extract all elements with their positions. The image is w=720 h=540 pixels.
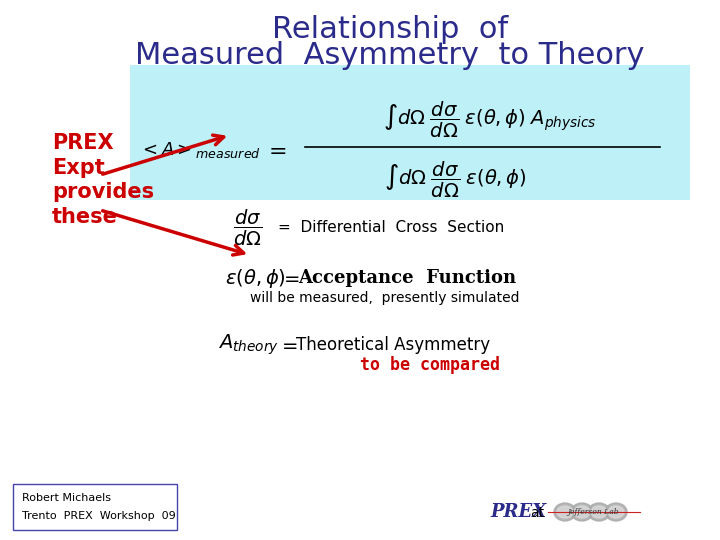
- Text: Acceptance  Function: Acceptance Function: [298, 269, 516, 287]
- Text: at: at: [530, 506, 544, 520]
- Text: $=$: $=$: [278, 336, 298, 354]
- Text: will be measured,  presently simulated: will be measured, presently simulated: [251, 291, 520, 305]
- Ellipse shape: [608, 506, 624, 518]
- Text: Jefferson Lab: Jefferson Lab: [567, 508, 618, 516]
- Ellipse shape: [557, 506, 573, 518]
- Ellipse shape: [588, 503, 610, 521]
- Ellipse shape: [574, 506, 590, 518]
- Text: $=$: $=$: [280, 269, 300, 287]
- Text: Robert Michaels: Robert Michaels: [22, 493, 111, 503]
- Text: PREX
Expt
provides
these: PREX Expt provides these: [52, 133, 154, 227]
- Text: $A_{theory}$: $A_{theory}$: [217, 333, 279, 357]
- Text: $=$: $=$: [264, 139, 287, 161]
- Ellipse shape: [554, 503, 576, 521]
- Ellipse shape: [605, 503, 627, 521]
- Text: =  Differential  Cross  Section: = Differential Cross Section: [278, 220, 504, 235]
- FancyBboxPatch shape: [13, 484, 177, 530]
- Text: $\varepsilon(\theta,\phi)$: $\varepsilon(\theta,\phi)$: [225, 267, 285, 289]
- Text: PREX: PREX: [490, 503, 546, 521]
- Text: Trento  PREX  Workshop  09: Trento PREX Workshop 09: [22, 511, 176, 521]
- Text: $\dfrac{d\sigma}{d\Omega}$: $\dfrac{d\sigma}{d\Omega}$: [233, 208, 263, 248]
- Text: $\int d\Omega\;\dfrac{d\sigma}{d\Omega}\;\varepsilon(\theta,\phi)\;A_{physics}$: $\int d\Omega\;\dfrac{d\sigma}{d\Omega}\…: [383, 100, 597, 140]
- Ellipse shape: [591, 506, 607, 518]
- Text: Relationship  of: Relationship of: [272, 16, 508, 44]
- Text: Measured  Asymmetry  to Theory: Measured Asymmetry to Theory: [135, 40, 644, 70]
- Text: $< A >_{measured}$: $< A >_{measured}$: [139, 140, 261, 160]
- Text: to be compared: to be compared: [360, 356, 500, 374]
- FancyBboxPatch shape: [130, 65, 690, 200]
- Ellipse shape: [571, 503, 593, 521]
- Text: $\int d\Omega\;\dfrac{d\sigma}{d\Omega}\;\varepsilon(\theta,\phi)$: $\int d\Omega\;\dfrac{d\sigma}{d\Omega}\…: [384, 160, 526, 200]
- Text: Theoretical Asymmetry: Theoretical Asymmetry: [296, 336, 490, 354]
